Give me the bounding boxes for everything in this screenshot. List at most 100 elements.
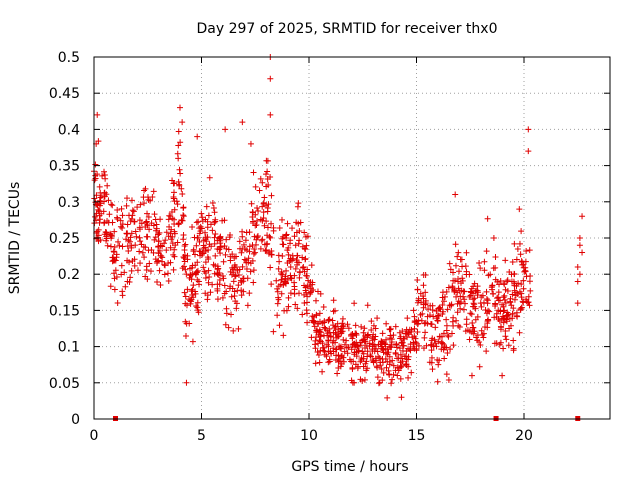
data-point (459, 277, 466, 284)
data-point (454, 309, 461, 316)
data-point (373, 357, 380, 364)
data-point (238, 249, 245, 256)
data-point (287, 240, 294, 247)
data-point (140, 200, 147, 207)
data-point (303, 310, 310, 317)
data-point (197, 228, 204, 235)
data-point (447, 266, 454, 273)
data-point (490, 235, 497, 241)
data-point (180, 236, 187, 243)
data-point (397, 359, 404, 366)
data-point (483, 288, 490, 295)
data-point (114, 214, 121, 221)
data-point (111, 286, 118, 293)
data-point (576, 271, 583, 278)
data-point (194, 307, 201, 314)
data-point (219, 217, 226, 224)
data-point (450, 342, 457, 349)
data-point (503, 312, 510, 319)
data-point (443, 316, 450, 323)
data-point (171, 246, 178, 253)
data-point (343, 337, 350, 344)
data-point (434, 312, 441, 319)
data-point (212, 252, 219, 259)
data-point (262, 171, 269, 178)
data-point (217, 250, 224, 257)
data-point (111, 244, 118, 251)
data-point (131, 262, 138, 269)
data-point (495, 294, 502, 301)
data-point (435, 338, 442, 345)
data-point (493, 340, 500, 347)
data-point (157, 282, 164, 289)
data-point (299, 311, 306, 318)
data-point (469, 324, 476, 331)
data-point (476, 260, 483, 267)
data-point (277, 281, 284, 288)
data-point (259, 179, 266, 186)
y-tick-label: 0.2 (58, 267, 80, 283)
data-point (317, 333, 324, 340)
data-point (440, 330, 447, 337)
data-point (291, 233, 298, 240)
data-point (420, 282, 427, 289)
data-point (452, 241, 459, 248)
data-point (461, 300, 468, 307)
data-point (229, 251, 236, 258)
data-point (354, 365, 361, 372)
data-point (396, 345, 403, 352)
data-points (91, 54, 586, 401)
data-point (303, 299, 310, 306)
data-point (456, 300, 463, 307)
data-point (123, 230, 130, 237)
data-point (525, 148, 532, 155)
data-point (303, 272, 310, 279)
data-point (155, 231, 162, 238)
data-point (203, 238, 210, 245)
data-point (179, 119, 186, 126)
data-point (435, 361, 442, 368)
data-point (222, 321, 229, 328)
data-point (122, 236, 129, 243)
data-point (505, 342, 512, 349)
data-point (92, 213, 99, 220)
data-point (109, 219, 116, 226)
data-point (301, 268, 308, 275)
data-point (579, 213, 586, 220)
data-point (301, 300, 308, 307)
data-point (183, 379, 190, 386)
data-point (481, 267, 488, 274)
data-point (332, 307, 339, 314)
data-point (470, 300, 477, 307)
y-tick-label: 0 (71, 412, 80, 428)
data-point (455, 249, 462, 256)
data-point (163, 247, 170, 254)
data-point (429, 366, 436, 373)
data-point (357, 376, 364, 383)
data-point (276, 258, 283, 265)
data-point (296, 274, 303, 281)
data-point (367, 352, 374, 359)
data-point (146, 226, 153, 233)
data-point (492, 264, 499, 271)
data-point (170, 251, 177, 258)
data-point (403, 326, 410, 333)
data-point (214, 237, 221, 244)
data-point (190, 248, 197, 255)
data-point (504, 278, 511, 285)
data-point (107, 230, 114, 237)
data-point (392, 323, 399, 330)
data-point (202, 275, 209, 282)
data-point (315, 340, 322, 347)
data-point (504, 277, 511, 284)
data-point (194, 304, 201, 311)
y-axis-label: SRMTID / TECUs (7, 182, 23, 295)
data-point (136, 248, 143, 255)
data-point (116, 242, 123, 249)
data-point (490, 290, 497, 297)
data-point (180, 205, 187, 212)
data-point (145, 214, 152, 221)
data-point (252, 183, 259, 190)
data-point (283, 280, 290, 287)
data-point (313, 334, 320, 341)
